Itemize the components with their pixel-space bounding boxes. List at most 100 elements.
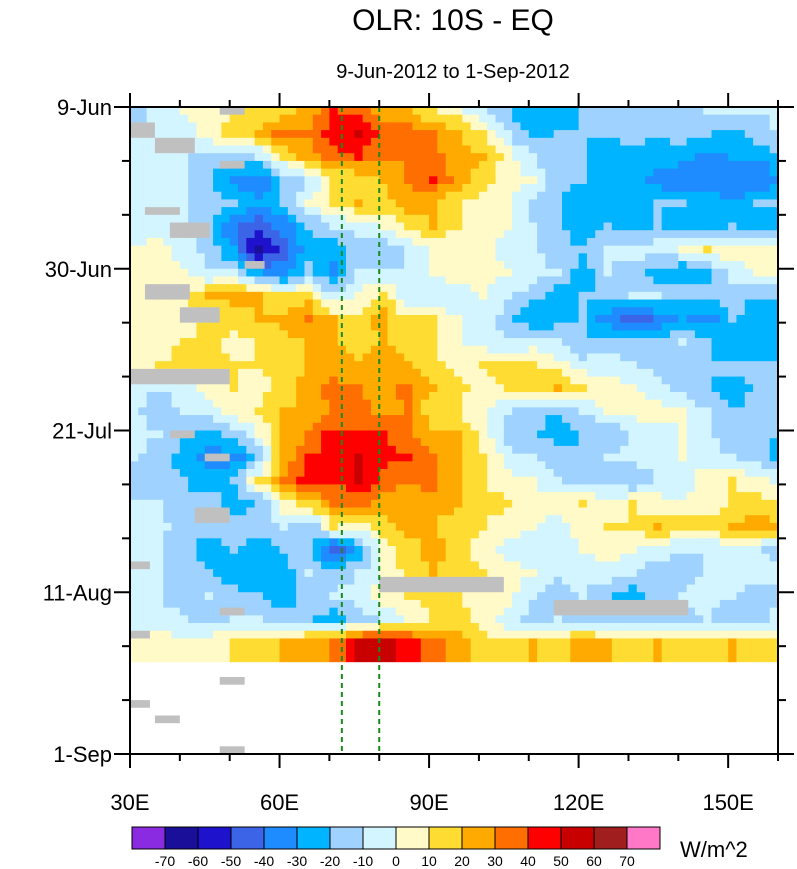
heatmap-cell <box>620 284 630 293</box>
heatmap-cell <box>196 422 206 432</box>
heatmap-cell <box>296 476 306 486</box>
heatmap-cell <box>221 553 231 563</box>
heatmap-cell <box>761 415 771 424</box>
heatmap-cell <box>595 230 605 239</box>
heatmap-cell <box>370 114 380 123</box>
heatmap-cell <box>470 430 480 439</box>
heatmap-cell <box>130 430 139 439</box>
heatmap-cell <box>304 407 314 416</box>
heatmap-cell <box>645 361 654 370</box>
heatmap-cell <box>711 114 721 123</box>
heatmap-cell <box>154 538 164 547</box>
heatmap-cell <box>670 469 679 478</box>
heatmap-cell <box>379 184 389 193</box>
heatmap-cell <box>238 569 247 578</box>
heatmap-cell <box>661 268 671 278</box>
heatmap-cell <box>171 107 181 116</box>
heatmap-cell <box>753 353 762 362</box>
heatmap-cell <box>271 222 281 231</box>
heatmap-cell <box>761 145 771 154</box>
heatmap-cell <box>703 122 713 131</box>
heatmap-cell <box>503 237 513 247</box>
heatmap-cell <box>346 168 355 177</box>
heatmap-cell <box>304 469 314 478</box>
heatmap-cell <box>620 253 630 262</box>
heatmap-cell <box>354 522 364 532</box>
heatmap-cell <box>271 153 281 162</box>
heatmap-cell <box>769 207 778 216</box>
heatmap-cell <box>287 160 297 170</box>
heatmap-cell <box>528 338 538 347</box>
heatmap-cell <box>761 445 771 455</box>
heatmap-cell <box>495 268 505 278</box>
heatmap-cell <box>495 522 505 532</box>
heatmap-cell <box>545 430 555 439</box>
heatmap-cell <box>778 569 787 577</box>
heatmap-cell <box>171 384 181 393</box>
heatmap-cell <box>628 130 638 139</box>
heatmap-cell <box>387 222 397 231</box>
heatmap-cell <box>454 546 463 555</box>
heatmap-cell <box>528 168 538 177</box>
heatmap-cell <box>728 415 738 424</box>
heatmap-cell <box>204 476 214 486</box>
heatmap-cell <box>661 499 671 509</box>
heatmap-cell <box>719 422 729 432</box>
heatmap-cell <box>404 222 414 231</box>
heatmap-cell <box>329 484 339 493</box>
heatmap-cell <box>678 484 688 493</box>
heatmap-cell <box>146 145 156 154</box>
heatmap-cell <box>528 284 538 293</box>
heatmap-cell <box>478 153 488 162</box>
heatmap-cell <box>586 407 596 416</box>
heatmap-cell <box>545 330 555 339</box>
heatmap-cell <box>520 569 530 578</box>
heatmap-cell <box>420 322 430 331</box>
heatmap-cell <box>686 207 696 216</box>
heatmap-cell <box>437 499 447 509</box>
heatmap-cell <box>628 376 638 385</box>
heatmap-cell <box>512 569 522 578</box>
heatmap-cell <box>213 137 222 147</box>
heatmap-cell <box>653 345 663 355</box>
heatmap-cell <box>238 191 247 201</box>
heatmap-cell <box>420 245 430 254</box>
heatmap-cell <box>262 353 272 362</box>
heatmap-cell <box>487 314 497 324</box>
heatmap-cell <box>487 546 497 555</box>
heatmap-cell <box>570 145 580 154</box>
heatmap-cell <box>520 469 530 478</box>
heatmap-cell <box>379 561 389 570</box>
heatmap-cell <box>138 330 148 339</box>
heatmap-cell <box>736 176 746 185</box>
heatmap-cell <box>279 407 289 416</box>
heatmap-cell <box>337 245 347 254</box>
heatmap-cell <box>503 137 513 147</box>
heatmap-cell <box>478 268 488 278</box>
heatmap-cell <box>262 391 272 401</box>
heatmap-cell <box>154 222 164 231</box>
heatmap-cell <box>545 261 555 270</box>
heatmap-cell <box>130 322 139 331</box>
heatmap-cell <box>154 484 164 493</box>
heatmap-cell <box>379 461 389 470</box>
heatmap-cell <box>495 307 505 316</box>
heatmap-cell <box>354 184 364 193</box>
heatmap-cell <box>503 230 513 239</box>
heatmap-cell <box>719 430 729 439</box>
heatmap-cell <box>661 553 671 563</box>
heatmap-cell <box>321 445 330 455</box>
heatmap-cell <box>495 107 505 116</box>
heatmap-cell <box>329 399 339 408</box>
heatmap-cell <box>262 245 272 254</box>
heatmap-cell <box>246 184 256 193</box>
heatmap-cell <box>744 453 754 462</box>
heatmap-cell <box>437 330 447 339</box>
heatmap-cell <box>354 384 364 393</box>
heatmap-cell <box>254 291 264 301</box>
heatmap-cell <box>412 168 422 177</box>
heatmap-cell <box>528 345 538 355</box>
heatmap-cell <box>321 438 330 447</box>
heatmap-cell <box>553 253 563 262</box>
heatmap-cell <box>769 276 778 285</box>
